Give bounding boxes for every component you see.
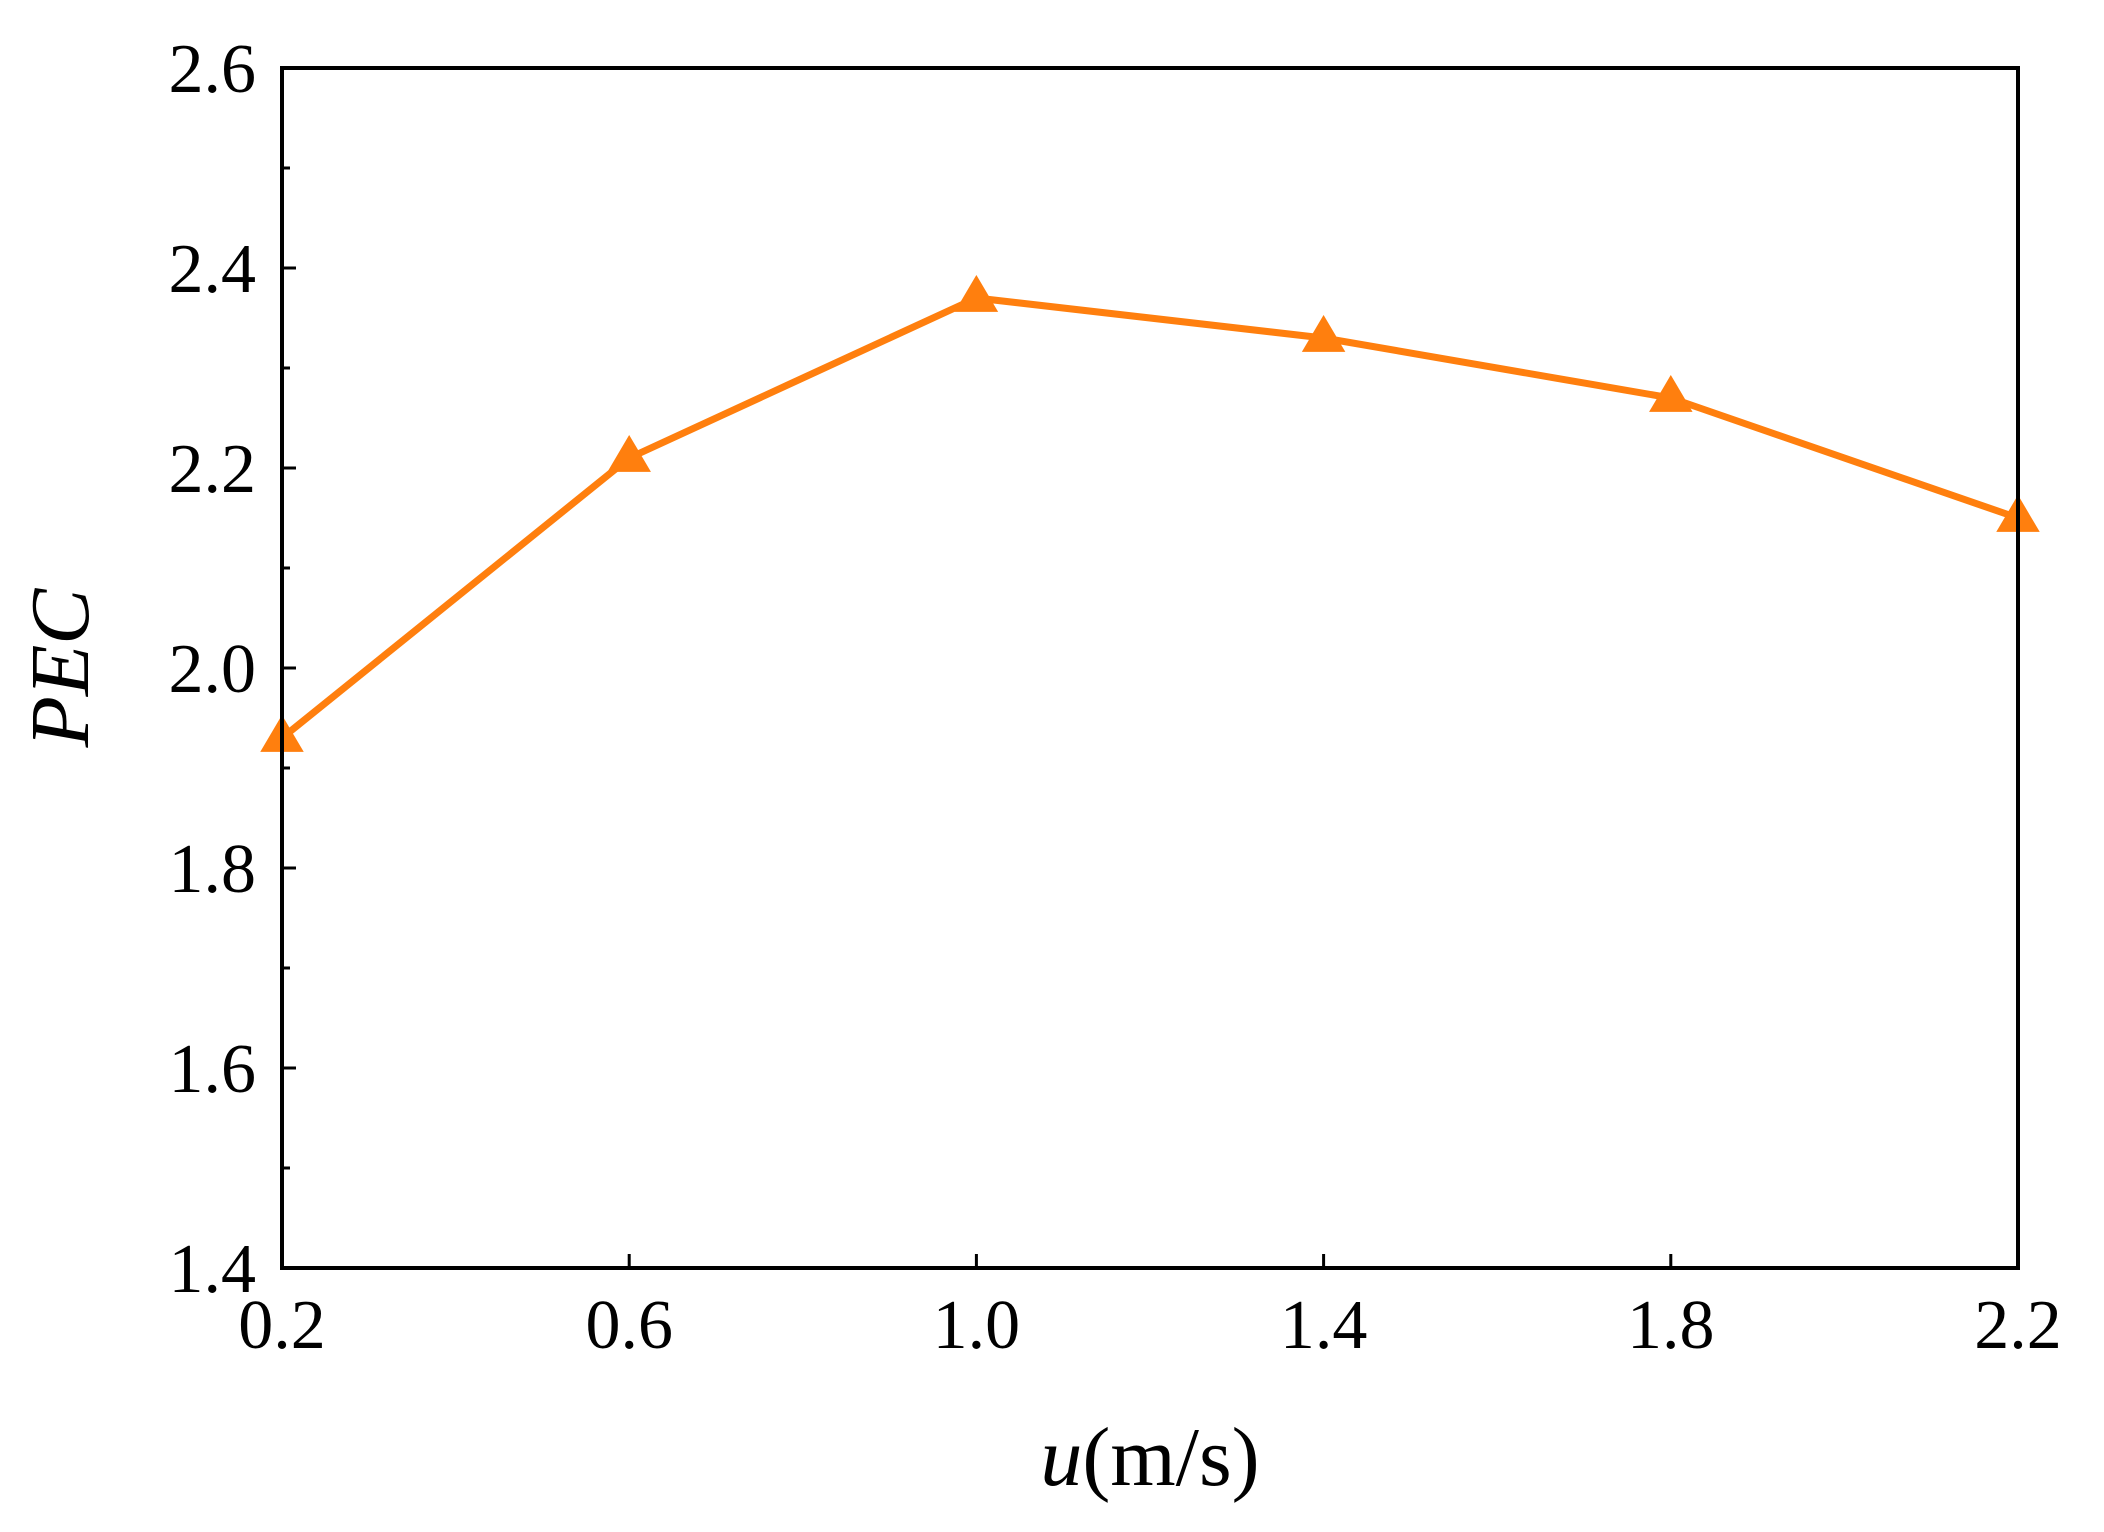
data-point-marker (607, 434, 651, 472)
data-point-marker (1301, 314, 1346, 352)
x-tick-label: 0.6 (585, 1287, 673, 1364)
x-tick-label: 1.8 (1627, 1287, 1715, 1364)
series-line (279, 294, 2020, 741)
plot-frame (280, 66, 2020, 1270)
y-tick-label: 1.6 (169, 1031, 257, 1108)
x-tick-label: 1.4 (1280, 1287, 1368, 1364)
y-tick-label: 2.0 (169, 631, 257, 708)
data-point-marker (1649, 374, 1693, 412)
x-tick-label: 1.0 (933, 1287, 1021, 1364)
y-axis-label: PEC (14, 588, 107, 749)
x-tick-label: 2.2 (1974, 1287, 2062, 1364)
x-axis-unit: (m/s) (1082, 1411, 1259, 1504)
x-axis-label: u(m/s) (1040, 1411, 1259, 1504)
tick-labels: 0.2 0.6 1.0 1.4 1.8 2.2 1.4 1.6 1.8 2.0 2.2 2.4 2.6 (169, 31, 2062, 1364)
y-tick-label: 2.6 (169, 31, 257, 108)
x-axis-variable: u (1040, 1411, 1082, 1504)
x-tick-label: 0.2 (238, 1287, 326, 1364)
data-point-marker (954, 274, 999, 312)
y-tick-label: 2.2 (169, 431, 257, 508)
y-tick-label: 2.4 (169, 231, 257, 308)
y-tick-label: 1.4 (169, 1231, 257, 1308)
y-tick-label: 1.8 (169, 831, 257, 908)
